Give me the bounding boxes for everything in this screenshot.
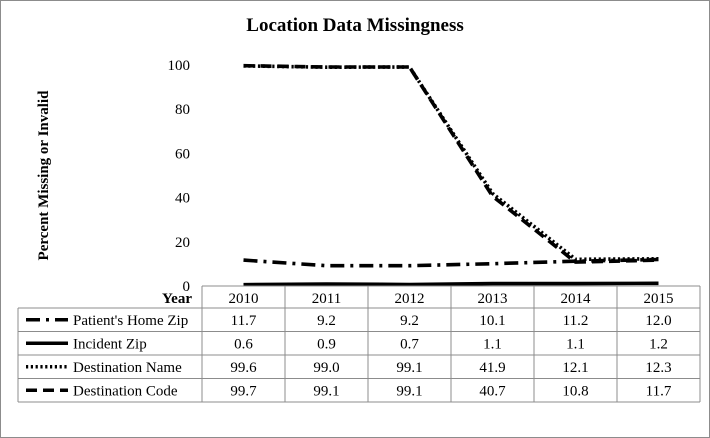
data-label: 12.0 (645, 313, 671, 329)
y-axis-label: Percent Missing or Invalid (36, 90, 52, 261)
chart-title: Location Data Missingness (246, 15, 463, 36)
legend-label: Destination Name (73, 360, 182, 376)
x-tick-label: 2013 (478, 291, 508, 307)
data-label: 1.1 (566, 336, 585, 352)
series-line-0 (243, 257, 659, 268)
y-tick-label: 60 (175, 146, 190, 162)
data-label: 99.6 (230, 360, 257, 376)
data-label: 9.2 (317, 313, 336, 329)
y-tick-label: 20 (175, 235, 190, 251)
data-label: 41.9 (479, 360, 505, 376)
x-axis-label: Year (162, 291, 192, 307)
data-label: 12.3 (645, 360, 671, 376)
data-label: 11.7 (646, 383, 672, 399)
y-tick-label: 100 (168, 58, 191, 74)
y-tick-label: 0 (183, 279, 191, 295)
series-line-3 (243, 63, 659, 264)
x-tick-label: 2011 (312, 291, 341, 307)
series-line-1 (243, 281, 659, 287)
data-label: 11.7 (231, 313, 257, 329)
x-tick-label: 2012 (395, 291, 425, 307)
data-label: 0.7 (400, 336, 419, 352)
data-label: 9.2 (400, 313, 419, 329)
data-label: 0.6 (234, 336, 253, 352)
data-label: 10.8 (562, 383, 588, 399)
y-tick-label: 80 (175, 102, 190, 118)
data-label: 99.1 (313, 383, 339, 399)
legend-label: Patient's Home Zip (73, 313, 188, 329)
data-label: 99.1 (396, 383, 422, 399)
data-label: 99.0 (313, 360, 339, 376)
x-tick-label: 2015 (644, 291, 674, 307)
series-line-2 (243, 64, 659, 262)
y-tick-label: 40 (175, 191, 190, 207)
x-tick-label: 2010 (229, 291, 259, 307)
data-label: 12.1 (562, 360, 588, 376)
data-label: 99.1 (396, 360, 422, 376)
legend-label: Destination Code (73, 383, 178, 399)
data-label: 1.2 (649, 336, 668, 352)
data-label: 1.1 (483, 336, 502, 352)
legend-label: Incident Zip (73, 336, 147, 352)
data-label: 40.7 (479, 383, 506, 399)
x-tick-label: 2014 (561, 291, 592, 307)
data-label: 10.1 (479, 313, 505, 329)
data-label: 99.7 (230, 383, 257, 399)
data-label: 0.9 (317, 336, 336, 352)
data-label: 11.2 (563, 313, 589, 329)
